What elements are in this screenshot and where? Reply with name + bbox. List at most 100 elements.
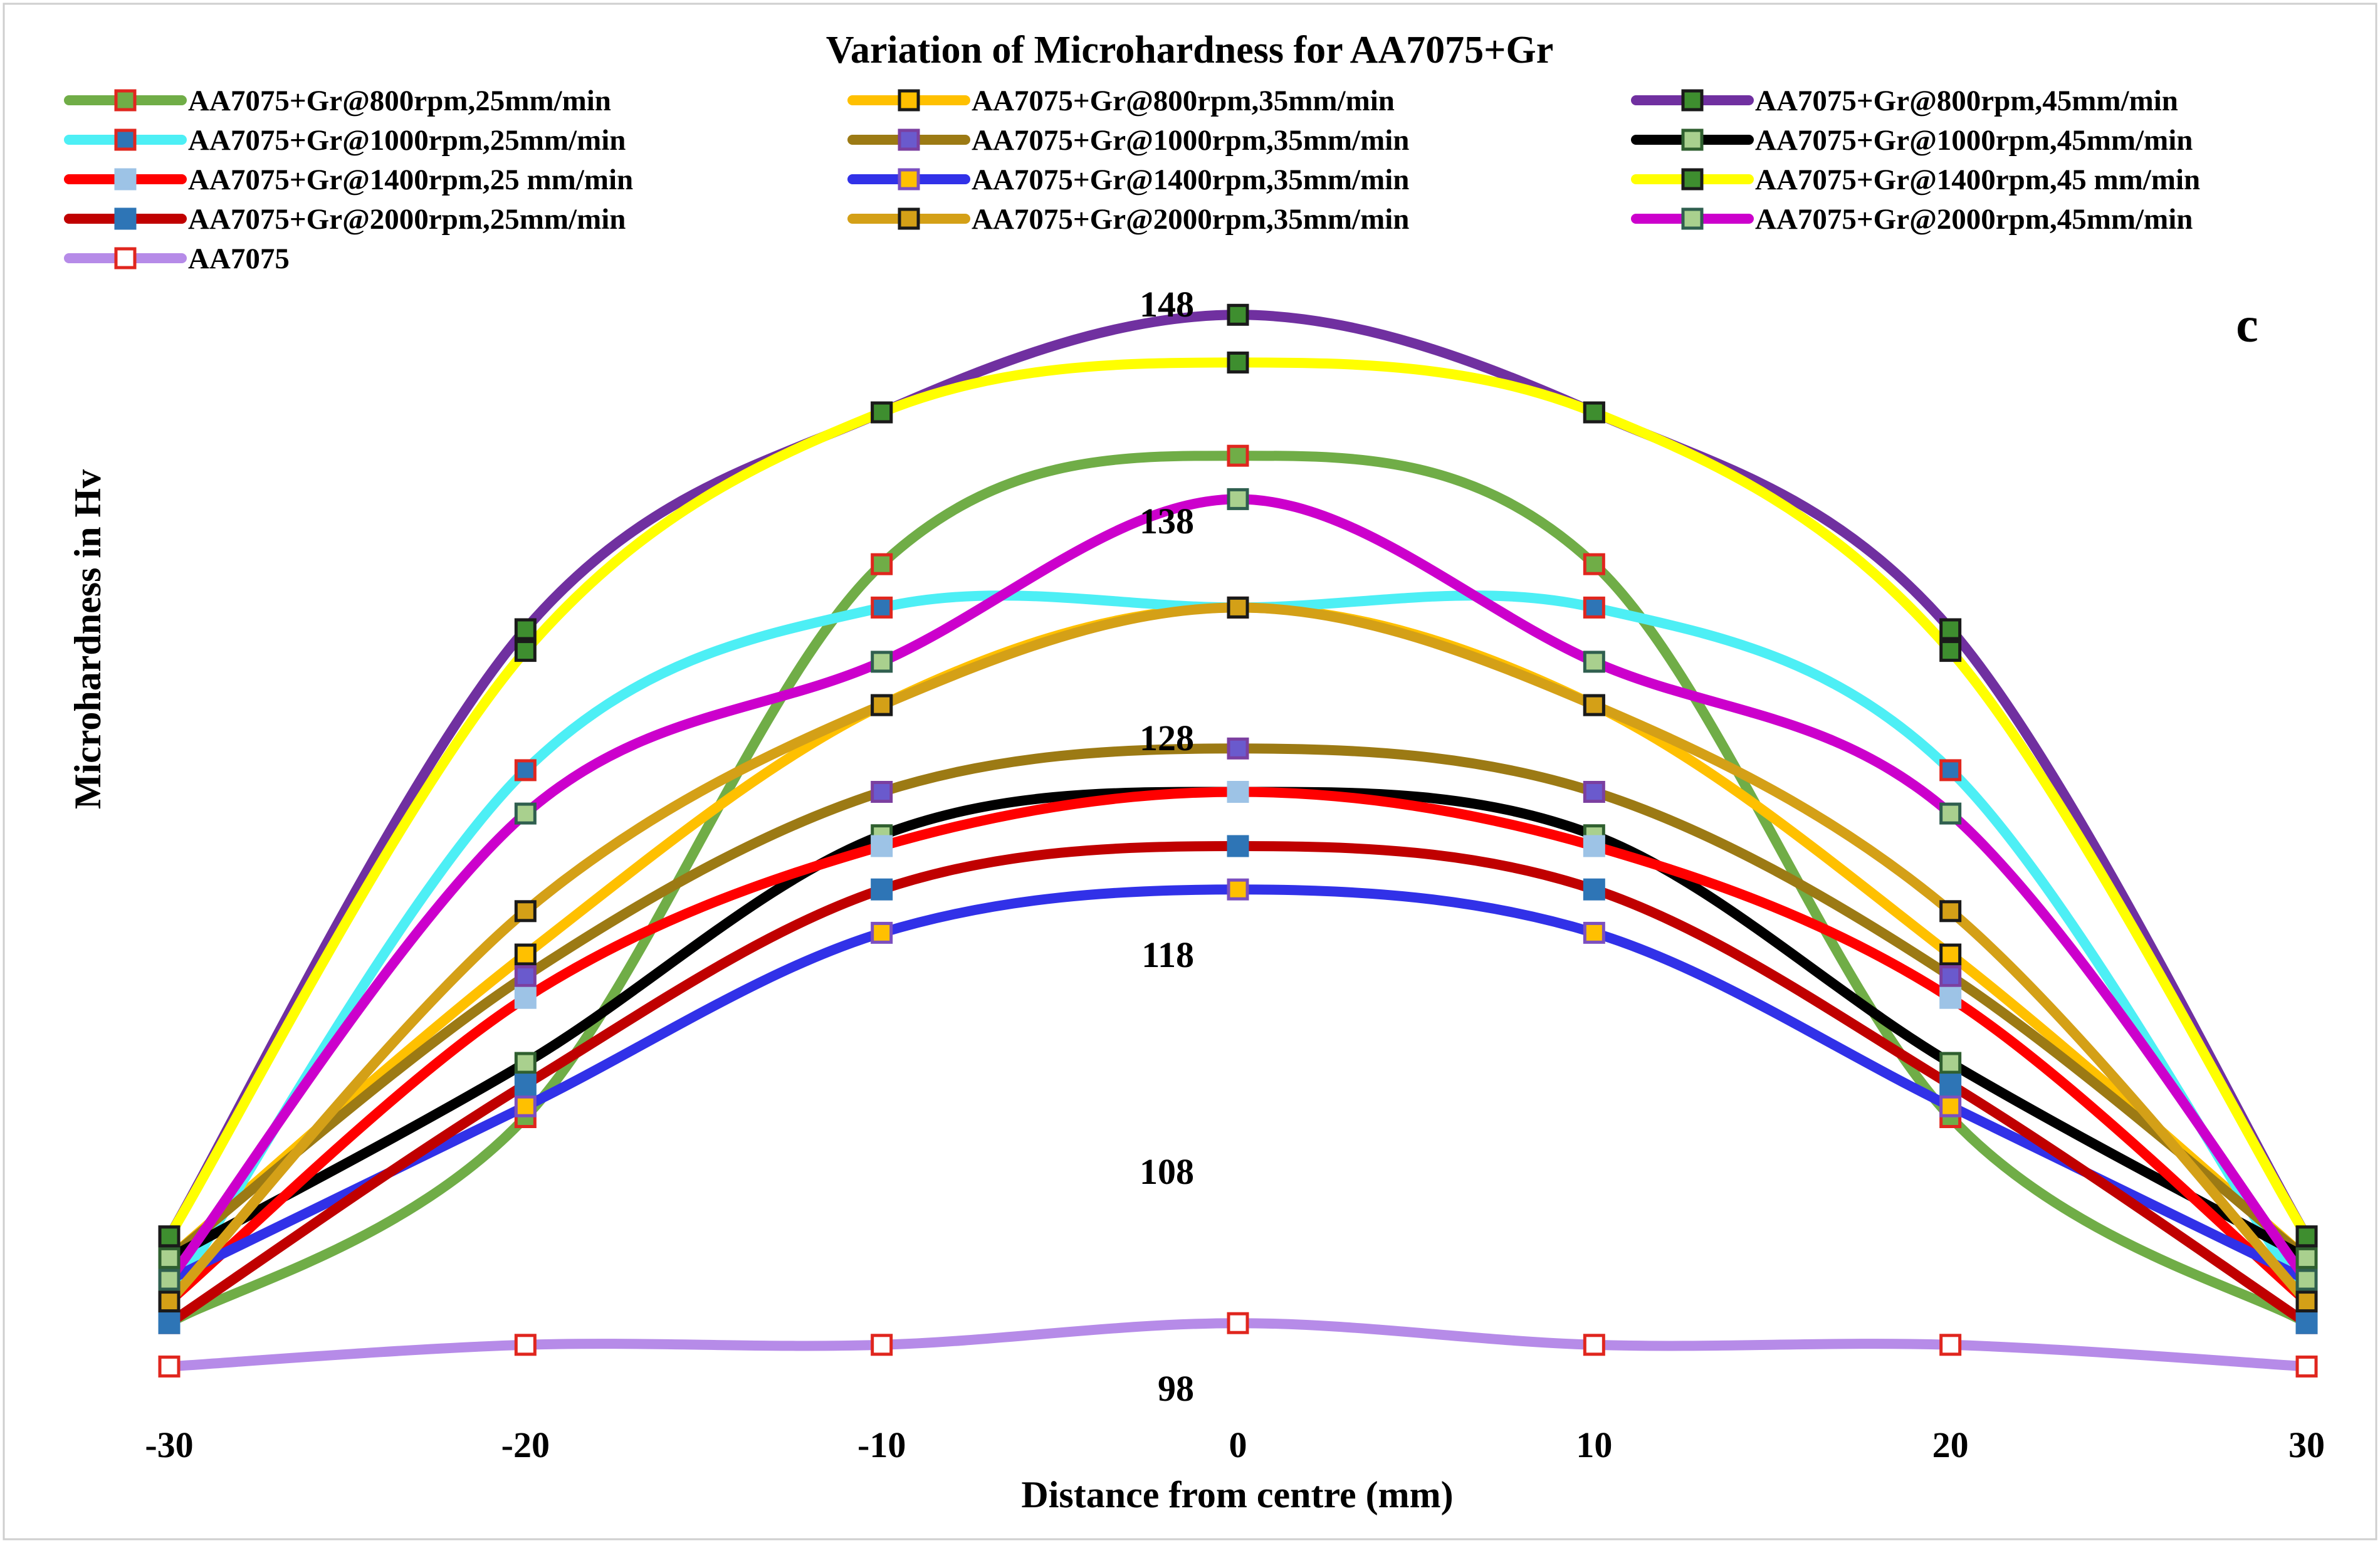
data-point-s5-5	[1583, 781, 1605, 803]
legend-label-10: AA7075+Gr@2000rpm,25mm/min	[188, 203, 626, 236]
data-point-s7-6	[1939, 986, 1962, 1009]
legend-marker-4	[114, 128, 137, 151]
data-point-s11-5	[1583, 694, 1605, 716]
legend-label-4: AA7075+Gr@1000rpm,25mm/min	[188, 124, 626, 157]
y-tick-label-4: 128	[1140, 718, 1194, 758]
data-point-s11-4	[1227, 596, 1249, 619]
data-point-s12-7	[2295, 1268, 2318, 1291]
legend-label-9: AA7075+Gr@1400rpm,45 mm/min	[1755, 164, 2200, 196]
data-point-s6-1	[158, 1247, 181, 1269]
y-tick-label-2: 108	[1140, 1151, 1194, 1192]
data-point-s13-5	[1583, 1334, 1605, 1356]
x-tick-label-5: 10	[1576, 1425, 1612, 1465]
x-tick-label-4: 0	[1229, 1425, 1247, 1465]
data-point-s3-4	[1227, 303, 1249, 326]
legend-label-11: AA7075+Gr@2000rpm,35mm/min	[972, 203, 1409, 236]
chart-border	[3, 3, 2377, 1540]
chart-annotation: c	[2236, 298, 2258, 353]
data-point-s13-2	[514, 1334, 537, 1356]
data-point-s10-4	[1227, 835, 1249, 857]
data-point-s4-2	[514, 759, 537, 782]
data-point-s9-2	[514, 640, 537, 662]
data-point-s5-6	[1939, 965, 1962, 988]
data-point-s9-7	[2295, 1225, 2318, 1248]
data-point-s4-6	[1939, 759, 1962, 782]
x-tick-label-6: 20	[1932, 1425, 1969, 1465]
data-point-s9-1	[158, 1225, 181, 1248]
data-point-s8-4	[1227, 878, 1249, 901]
data-point-s11-6	[1939, 900, 1962, 923]
legend-label-12: AA7075+Gr@2000rpm,45mm/min	[1755, 203, 2193, 236]
data-point-s10-6	[1939, 1074, 1962, 1096]
data-point-s12-1	[158, 1268, 181, 1291]
legend-label-6: AA7075+Gr@1000rpm,45mm/min	[1755, 124, 2193, 157]
legend-marker-2	[898, 89, 920, 112]
data-point-s2-2	[514, 943, 537, 966]
data-point-s11-1	[158, 1290, 181, 1313]
data-point-s10-5	[1583, 878, 1605, 901]
data-point-s9-6	[1939, 640, 1962, 662]
legend-marker-1	[114, 89, 137, 112]
data-point-s11-2	[514, 900, 537, 923]
data-point-s12-4	[1227, 488, 1249, 510]
data-point-s12-6	[1939, 802, 1962, 825]
data-point-s13-7	[2295, 1355, 2318, 1378]
data-point-s11-3	[871, 694, 893, 716]
data-point-s8-3	[871, 921, 893, 944]
marker-layer	[158, 303, 2318, 1378]
data-point-s12-3	[871, 651, 893, 673]
data-point-s7-5	[1583, 835, 1605, 857]
legend-label-1: AA7075+Gr@800rpm,25mm/min	[188, 85, 611, 117]
legend-marker-10	[114, 207, 137, 230]
data-point-s1-3	[871, 553, 893, 575]
data-point-s9-5	[1583, 401, 1605, 424]
legend-label-5: AA7075+Gr@1000rpm,35mm/min	[972, 124, 1409, 157]
legend-label-8: AA7075+Gr@1400rpm,35mm/min	[972, 164, 1409, 196]
legend-label-13: AA7075	[188, 243, 290, 275]
data-point-s12-5	[1583, 651, 1605, 673]
x-tick-label-3: -10	[857, 1425, 906, 1465]
data-point-s1-5	[1583, 553, 1605, 575]
legend-marker-13	[114, 247, 137, 269]
legend: AA7075+Gr@800rpm,25mm/min AA7075+Gr@800rp…	[64, 85, 2200, 275]
x-axis-title: Distance from centre (mm)	[1021, 1474, 1453, 1515]
legend-marker-5	[898, 128, 920, 151]
legend-marker-12	[1681, 207, 1704, 230]
legend-marker-9	[1681, 168, 1704, 191]
data-point-s8-5	[1583, 921, 1605, 944]
data-point-s5-3	[871, 781, 893, 803]
legend-marker-6	[1681, 128, 1704, 151]
legend-marker-11	[898, 207, 920, 230]
data-point-s7-4	[1227, 781, 1249, 803]
data-point-s10-2	[514, 1074, 537, 1096]
data-point-s9-4	[1227, 351, 1249, 374]
tick-labels: -30 -20 -10 0 10 20 30 98 108 118 128 138 148	[145, 284, 2325, 1465]
data-point-s4-5	[1583, 596, 1605, 619]
data-point-s6-7	[2295, 1247, 2318, 1269]
y-axis-title: Microhardness in Hv	[67, 469, 108, 809]
y-tick-label-5: 138	[1140, 501, 1194, 541]
data-point-s13-1	[158, 1355, 181, 1378]
data-point-s12-2	[514, 802, 537, 825]
data-point-s10-7	[2295, 1312, 2318, 1334]
data-point-s10-1	[158, 1312, 181, 1334]
legend-marker-3	[1681, 89, 1704, 112]
data-point-s6-6	[1939, 1052, 1962, 1074]
data-point-s3-2	[514, 618, 537, 641]
data-point-s7-2	[514, 986, 537, 1009]
legend-marker-7	[114, 168, 137, 191]
data-point-s11-7	[2295, 1290, 2318, 1313]
chart-title: Variation of Microhardness for AA7075+Gr	[826, 29, 1553, 71]
y-tick-label-6: 148	[1140, 284, 1194, 325]
data-point-s7-3	[871, 835, 893, 857]
y-tick-label-1: 98	[1158, 1368, 1194, 1409]
data-point-s3-6	[1939, 618, 1962, 641]
y-tick-label-3: 118	[1141, 934, 1194, 975]
x-tick-label-1: -30	[145, 1425, 193, 1465]
data-point-s1-4	[1227, 444, 1249, 467]
legend-marker-8	[898, 168, 920, 191]
data-point-s10-3	[871, 878, 893, 901]
